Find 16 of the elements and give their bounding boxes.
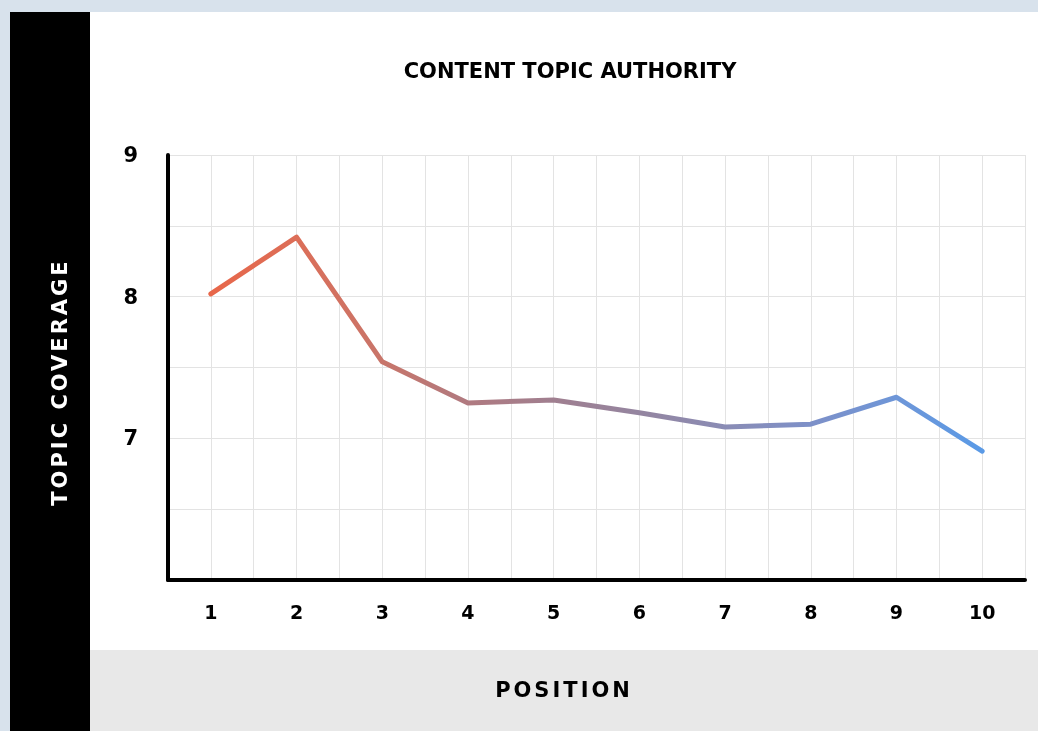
x-tick-label: 4 [461,600,475,623]
y-tick-label: 7 [123,426,138,451]
x-tick-label: 1 [204,600,218,623]
y-tick-label: 8 [123,284,138,309]
x-tick-label: 2 [289,600,304,623]
x-axis-title: POSITION [494,678,634,702]
x-tick-label: 6 [632,600,646,623]
x-tick-label: 5 [547,600,561,623]
y-tick-label: 9 [123,143,138,167]
y-axis-title: TOPIC COVERAGE [48,258,72,506]
x-tick-label: 10 [968,600,996,623]
x-tick-label: 3 [375,600,389,623]
x-tick-label: 7 [718,600,732,623]
x-tick-label: 9 [889,600,904,623]
x-tick-label: 8 [804,600,818,623]
chart-title: CONTENT TOPIC AUTHORITY [403,58,738,83]
